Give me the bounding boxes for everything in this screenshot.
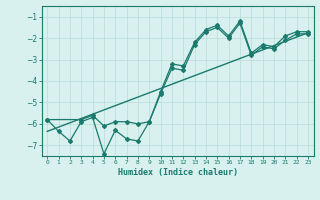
X-axis label: Humidex (Indice chaleur): Humidex (Indice chaleur) [118, 168, 237, 177]
